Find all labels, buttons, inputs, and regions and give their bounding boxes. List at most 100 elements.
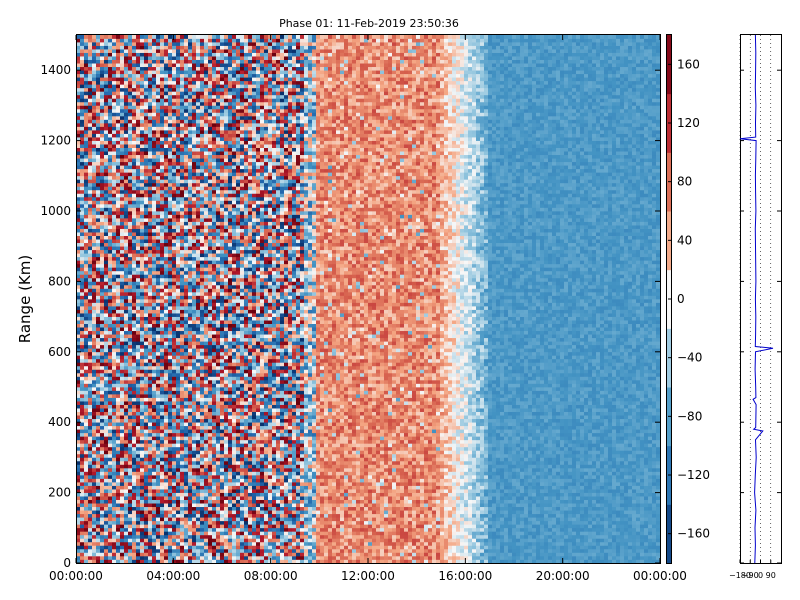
heatmap-cell xyxy=(76,200,81,205)
heatmap-cell xyxy=(188,295,193,300)
heatmap-cell xyxy=(188,232,193,236)
heatmap-cell xyxy=(200,429,205,434)
heatmap-cell xyxy=(200,253,205,258)
heatmap-cell xyxy=(100,91,105,96)
heatmap-cell xyxy=(140,126,145,131)
heatmap-cell xyxy=(96,207,101,212)
heatmap-cell xyxy=(204,203,209,208)
heatmap-cell xyxy=(92,555,97,560)
heatmap-cell xyxy=(84,387,89,391)
heatmap-cell xyxy=(148,545,153,550)
heatmap-cell xyxy=(196,503,201,508)
heatmap-cell xyxy=(144,506,149,511)
heatmap-cell xyxy=(152,108,157,113)
heatmap-cell xyxy=(188,489,193,493)
heatmap-cell xyxy=(140,425,145,430)
heatmap-cell xyxy=(100,471,105,476)
heatmap-cell xyxy=(140,56,145,60)
heatmap-cell xyxy=(120,439,125,444)
heatmap-cell xyxy=(124,344,129,349)
heatmap-cell xyxy=(100,242,105,247)
heatmap-cell xyxy=(88,144,93,148)
heatmap-cell xyxy=(104,112,109,117)
heatmap-cell xyxy=(132,140,137,145)
heatmap-cell xyxy=(96,320,101,324)
heatmap-cell xyxy=(140,489,145,493)
heatmap-cell xyxy=(92,330,97,335)
heatmap-cell xyxy=(180,193,185,198)
heatmap-cell xyxy=(124,467,129,472)
heatmap-cell xyxy=(120,77,125,82)
heatmap-cell xyxy=(176,397,181,402)
heatmap-cell xyxy=(92,531,97,536)
heatmap-cell xyxy=(184,87,189,92)
heatmap-cell xyxy=(160,457,165,462)
heatmap-cell xyxy=(76,267,81,272)
heatmap-cell xyxy=(152,397,157,402)
heatmap-cell xyxy=(160,246,165,251)
heatmap-cell xyxy=(168,232,173,236)
heatmap-cell xyxy=(164,415,169,420)
heatmap-cell xyxy=(128,446,133,451)
heatmap-cell xyxy=(120,232,125,236)
heatmap-cell xyxy=(104,179,109,184)
heatmap-cell xyxy=(132,98,137,103)
heatmap-cell xyxy=(156,295,161,300)
heatmap-cell xyxy=(104,330,109,335)
heatmap-cell xyxy=(168,80,173,85)
heatmap-cell xyxy=(152,443,157,448)
heatmap-cell xyxy=(80,355,85,360)
heatmap-cell xyxy=(132,397,137,402)
heatmap-cell xyxy=(96,91,101,96)
heatmap-cell xyxy=(164,228,169,233)
heatmap-cell xyxy=(156,130,161,134)
heatmap-cell xyxy=(124,172,129,177)
heatmap-cell xyxy=(176,84,181,89)
heatmap-cell xyxy=(184,256,189,261)
heatmap-cell xyxy=(172,52,177,57)
heatmap-cell xyxy=(104,425,109,430)
heatmap-cell xyxy=(112,284,117,289)
heatmap-cell xyxy=(136,524,141,529)
heatmap-cell xyxy=(108,432,113,437)
heatmap-cell xyxy=(108,365,113,370)
heatmap-cell xyxy=(148,56,153,60)
heatmap-cell xyxy=(192,341,197,346)
heatmap-cell xyxy=(164,270,169,275)
heatmap-cell xyxy=(188,503,193,508)
heatmap-cell xyxy=(172,84,177,89)
heatmap-cell xyxy=(80,309,85,314)
heatmap-cell xyxy=(88,439,93,444)
heatmap-cell xyxy=(116,140,121,145)
heatmap-cell xyxy=(140,436,145,441)
heatmap-cell xyxy=(104,390,109,395)
heatmap-cell xyxy=(168,327,173,332)
heatmap-cell xyxy=(156,270,161,275)
heatmap-cell xyxy=(92,418,97,423)
heatmap-cell xyxy=(92,520,97,525)
heatmap-cell xyxy=(148,94,153,99)
heatmap-cell xyxy=(196,527,201,532)
heatmap-cell xyxy=(176,489,181,493)
heatmap-cell xyxy=(192,211,197,215)
heatmap-cell xyxy=(152,460,157,465)
heatmap-cell xyxy=(188,115,193,120)
heatmap-cell xyxy=(124,513,129,518)
heatmap-cell xyxy=(196,404,201,409)
heatmap-cell xyxy=(76,123,81,127)
heatmap-cell xyxy=(176,471,181,476)
heatmap-cell xyxy=(108,337,113,342)
heatmap-cell xyxy=(140,175,145,180)
heatmap-cell xyxy=(172,126,177,131)
heatmap-cell xyxy=(164,63,169,68)
heatmap-cell xyxy=(120,49,125,53)
heatmap-cell xyxy=(120,372,125,377)
heatmap-cell xyxy=(152,281,157,286)
heatmap-cell xyxy=(80,101,85,106)
heatmap-cell xyxy=(76,432,81,437)
heatmap-cell xyxy=(104,263,109,268)
heatmap-cell xyxy=(112,214,117,219)
heatmap-cell xyxy=(180,422,185,427)
heatmap-cell xyxy=(176,151,181,156)
heatmap-cell xyxy=(188,235,193,240)
